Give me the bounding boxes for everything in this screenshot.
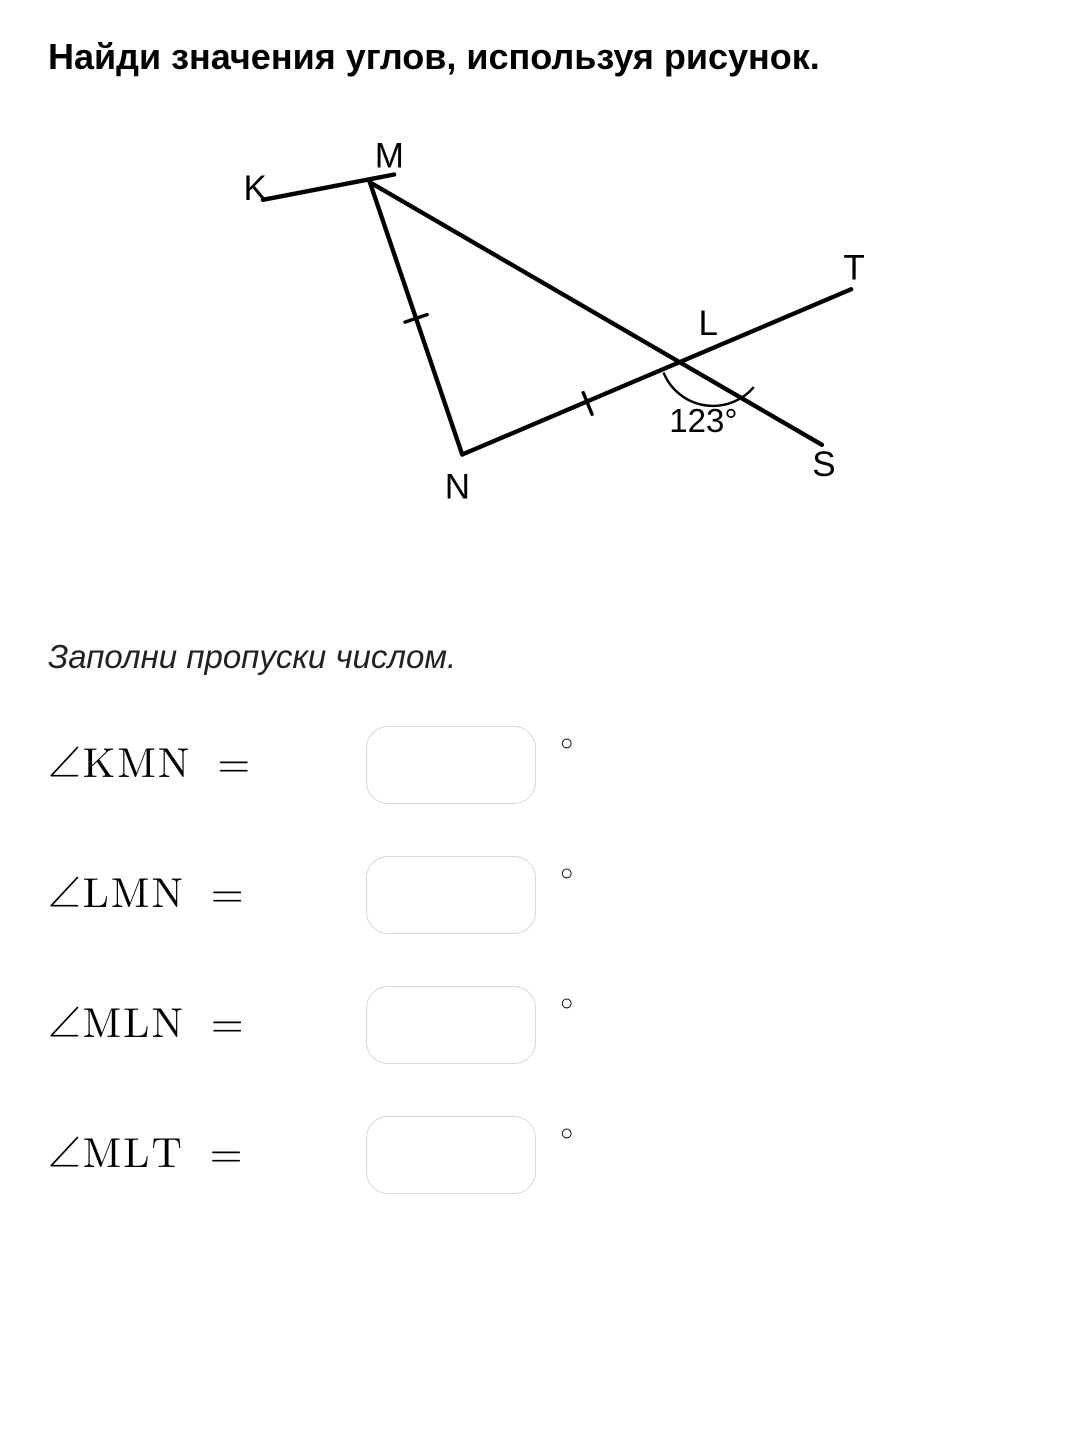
answer-row-mln: ∠MLN = ○ [48, 986, 1032, 1064]
svg-text:K: K [243, 169, 266, 208]
diagram-svg: K M N L T S 123° [190, 118, 890, 548]
angle-label-mlt: ∠MLT = [48, 1130, 348, 1180]
degree-icon: ○ [560, 990, 573, 1016]
svg-text:M: M [375, 137, 404, 176]
answer-input-kmn[interactable] [366, 726, 536, 804]
answer-input-mln[interactable] [366, 986, 536, 1064]
svg-text:N: N [445, 467, 470, 506]
answer-row-mlt: ∠MLT = ○ [48, 1116, 1032, 1194]
instruction-text: Заполни пропуски числом. [48, 638, 1032, 676]
svg-text:123°: 123° [669, 403, 737, 440]
svg-text:S: S [812, 445, 835, 484]
geometry-diagram: K M N L T S 123° [48, 118, 1032, 548]
svg-text:L: L [698, 304, 717, 343]
degree-icon: ○ [560, 1120, 573, 1146]
answer-input-lmn[interactable] [366, 856, 536, 934]
svg-text:T: T [843, 249, 864, 288]
answer-row-kmn: ∠KMN = ○ [48, 726, 1032, 804]
degree-icon: ○ [560, 730, 573, 756]
page-title: Найди значения углов, используя рисунок. [48, 36, 1032, 78]
answer-list: ∠KMN = ○ ∠LMN = ○ ∠MLN = ○ ∠MLT = ○ [48, 726, 1032, 1194]
answer-input-mlt[interactable] [366, 1116, 536, 1194]
answer-row-lmn: ∠LMN = ○ [48, 856, 1032, 934]
angle-label-kmn: ∠KMN = [48, 740, 348, 790]
angle-label-mln: ∠MLN = [48, 1000, 348, 1050]
degree-icon: ○ [560, 860, 573, 886]
angle-label-lmn: ∠LMN = [48, 870, 348, 920]
